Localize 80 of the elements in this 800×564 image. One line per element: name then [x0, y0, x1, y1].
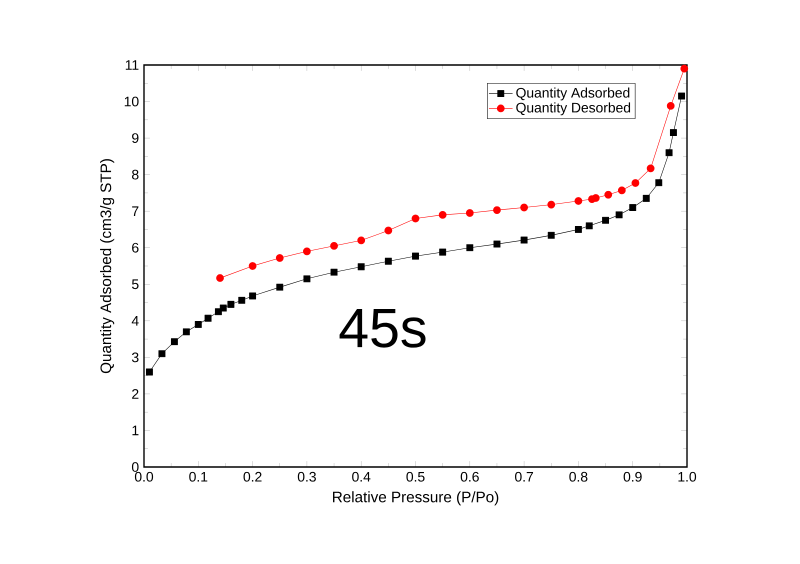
- point: [330, 242, 338, 250]
- point: [680, 64, 688, 73]
- point: [629, 204, 636, 211]
- y-axis-title: Quantity Adsorbed (cm3/g STP): [100, 159, 114, 374]
- point: [666, 102, 675, 110]
- x-tick-label: 0.9: [624, 472, 642, 482]
- point: [642, 194, 650, 202]
- x-tick-label: 0.7: [515, 472, 534, 482]
- point: [182, 328, 190, 336]
- point: [248, 262, 256, 270]
- point: [412, 214, 420, 222]
- x-tick-label: 0.2: [244, 472, 262, 482]
- legend-label: Quantity Adsorbed: [516, 88, 630, 100]
- point: [170, 338, 178, 346]
- point: [574, 197, 582, 205]
- point: [220, 304, 227, 312]
- y-tick-label: 4: [132, 316, 139, 326]
- point: [646, 164, 655, 172]
- y-tick-label: 11: [126, 60, 138, 70]
- y-tick-label: 7: [132, 206, 138, 216]
- x-tick-label: 0.4: [352, 472, 370, 482]
- x-tick-label: 0.5: [406, 472, 425, 482]
- point: [303, 248, 311, 256]
- y-tick-label: 10: [124, 96, 139, 106]
- point: [357, 236, 366, 244]
- point: [520, 204, 528, 212]
- point: [384, 258, 392, 265]
- point: [412, 252, 419, 260]
- point: [520, 236, 528, 244]
- point: [216, 274, 224, 282]
- point: [384, 226, 392, 234]
- x-tick-label: 0.8: [569, 472, 588, 482]
- point: [592, 194, 600, 202]
- point: [303, 275, 310, 282]
- point: [493, 240, 500, 248]
- point: [678, 92, 686, 100]
- point: [670, 129, 677, 136]
- y-tick-label: 1: [132, 426, 138, 436]
- point: [632, 179, 640, 187]
- y-tick-label: 6: [132, 242, 139, 253]
- point: [276, 284, 284, 291]
- point: [438, 210, 447, 219]
- point: [466, 244, 474, 252]
- point: [466, 209, 474, 217]
- point: [249, 292, 256, 300]
- x-tick-label: 0.3: [298, 472, 316, 482]
- point: [618, 186, 626, 194]
- point: [602, 216, 610, 224]
- x-tick-label: 0.1: [189, 472, 208, 482]
- point: [330, 268, 338, 276]
- point: [493, 206, 501, 214]
- y-tick-label: 8: [132, 170, 139, 180]
- x-tick-label: 0.0: [134, 472, 154, 482]
- legend-label: Quantity Desorbed: [516, 102, 630, 116]
- point: [439, 248, 446, 256]
- point: [158, 350, 166, 358]
- point: [146, 368, 153, 376]
- point: [604, 190, 612, 199]
- y-tick-label: 3: [132, 352, 139, 362]
- x-tick-label: 1.0: [678, 472, 696, 482]
- point: [227, 300, 234, 308]
- y-tick-label: 5: [132, 279, 139, 290]
- y-tick-label: 9: [132, 133, 138, 143]
- point: [616, 211, 623, 218]
- point: [238, 296, 246, 304]
- x-axis-title: Relative Pressure (P/Po): [333, 491, 498, 506]
- point: [276, 254, 284, 262]
- point: [194, 321, 202, 328]
- point: [666, 149, 673, 156]
- point: [655, 179, 662, 186]
- point: [586, 222, 593, 230]
- y-tick-label: 0: [132, 462, 139, 472]
- point: [204, 314, 212, 322]
- y-tick-label: 2: [132, 389, 138, 399]
- annotation: 45s: [340, 309, 426, 348]
- x-tick-label: 0.6: [460, 472, 479, 482]
- point: [548, 232, 555, 239]
- point: [574, 226, 582, 233]
- point: [547, 200, 556, 208]
- point: [358, 263, 365, 270]
